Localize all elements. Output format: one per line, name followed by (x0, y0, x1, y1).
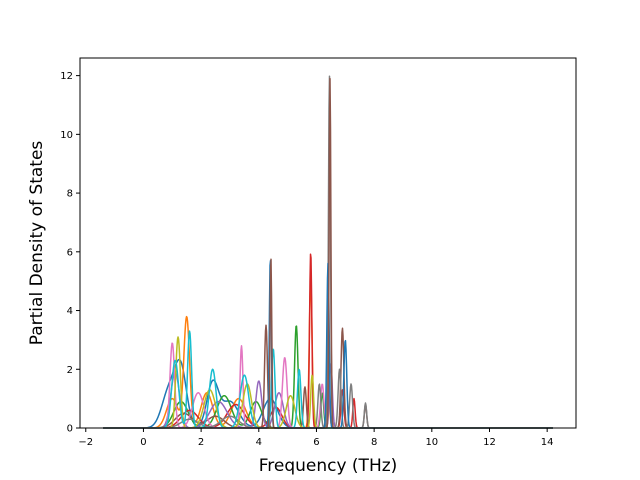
x-axis-ticks: −2 0 2 4 6 8 10 12 14 (78, 428, 554, 448)
x-tick-label: 12 (483, 437, 496, 448)
x-tick-label: 8 (371, 437, 377, 448)
y-tick-label: 0 (67, 424, 73, 435)
plot-frame (79, 57, 577, 429)
y-tick-label: 6 (67, 247, 73, 258)
x-tick-label: 6 (313, 437, 319, 448)
x-tick-label: 0 (140, 437, 146, 448)
y-tick-label: 10 (60, 130, 73, 141)
x-tick-label: 2 (198, 437, 204, 448)
x-tick-label: 14 (541, 437, 554, 448)
x-axis-label: Frequency (THz) (259, 456, 398, 476)
y-tick-label: 12 (60, 71, 73, 82)
y-tick-label: 8 (67, 189, 73, 200)
y-tick-label: 4 (67, 306, 73, 317)
y-axis-ticks: 0 2 4 6 8 10 12 (60, 71, 80, 435)
y-tick-label: 2 (67, 365, 73, 376)
x-tick-label: 10 (425, 437, 438, 448)
x-tick-label: 4 (256, 437, 262, 448)
y-axis-label: Partial Density of States (27, 141, 47, 346)
x-tick-label: −2 (78, 437, 93, 448)
